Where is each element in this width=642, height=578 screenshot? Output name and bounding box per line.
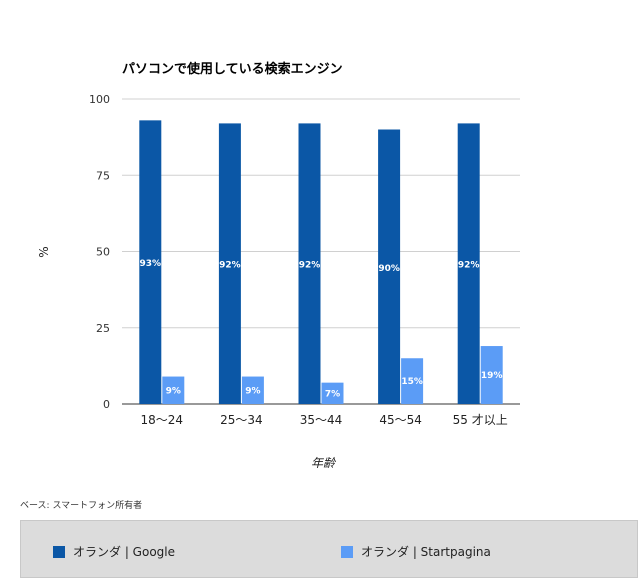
bar[interactable] — [162, 376, 185, 404]
legend-item-startpagina[interactable]: オランダ | Startpagina — [341, 543, 491, 560]
legend-label-google: オランダ | Google — [73, 545, 175, 559]
bar[interactable] — [218, 123, 241, 405]
x-tick-label: 18〜24 — [141, 413, 184, 427]
bar[interactable] — [139, 120, 162, 404]
x-tick-label: 35〜44 — [300, 413, 343, 427]
x-tick-label: 45〜54 — [379, 413, 422, 427]
y-axis-label: % — [37, 246, 51, 257]
data-label: 19% — [481, 371, 503, 381]
legend-label-startpagina: オランダ | Startpagina — [361, 545, 491, 559]
bars: 93% 9% 92% 9% 92% 7% 90% 15% 92% 19% — [139, 120, 503, 405]
footnote: ベース: スマートフォン所有者 — [20, 501, 143, 511]
bar[interactable] — [480, 346, 503, 404]
legend-swatch-startpagina — [341, 545, 353, 558]
data-label: 92% — [219, 261, 241, 271]
data-label: 90% — [378, 264, 400, 274]
legend-swatch-google — [53, 545, 65, 558]
bar[interactable] — [378, 129, 401, 405]
data-label: 15% — [401, 377, 423, 387]
x-axis-ticks: 18〜24 25〜34 35〜44 45〜54 55 才以上 — [141, 413, 508, 427]
data-label: 9% — [245, 386, 260, 396]
x-tick-label: 55 才以上 — [453, 413, 508, 427]
x-axis-label: 年齢 — [311, 456, 337, 470]
data-label: 93% — [140, 259, 162, 269]
x-tick-label: 25〜34 — [220, 413, 263, 427]
bar[interactable] — [401, 358, 424, 404]
y-axis-ticks: 0 25 50 75 100 — [89, 93, 110, 411]
y-tick-label: 0 — [103, 398, 110, 411]
y-tick-label: 75 — [96, 169, 110, 182]
y-tick-label: 50 — [96, 246, 110, 259]
legend-item-google[interactable]: オランダ | Google — [53, 543, 175, 560]
y-tick-label: 100 — [89, 93, 110, 106]
chart-title: パソコンで使用している検索エンジン — [122, 61, 343, 77]
data-label: 9% — [166, 386, 181, 396]
legend: オランダ | Google オランダ | Startpagina — [20, 520, 638, 578]
y-tick-label: 25 — [96, 322, 110, 335]
data-label: 7% — [325, 389, 340, 399]
data-label: 92% — [299, 261, 321, 271]
gridlines — [122, 98, 520, 405]
bar[interactable] — [457, 123, 480, 405]
bar[interactable] — [298, 123, 321, 405]
data-label: 92% — [458, 261, 480, 271]
bar[interactable] — [321, 382, 344, 404]
bar[interactable] — [241, 376, 264, 404]
